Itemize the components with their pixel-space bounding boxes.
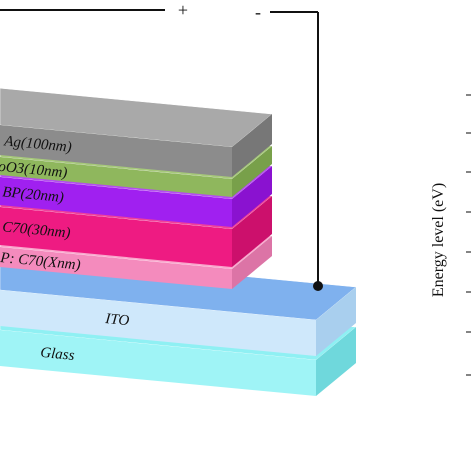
axis-ticks	[466, 94, 471, 376]
layer-side	[232, 114, 272, 178]
axis-label: Energy level (eV)	[430, 183, 447, 297]
positive-terminal: +	[178, 0, 188, 20]
contact-dot	[313, 281, 323, 291]
layer-side	[316, 287, 356, 357]
layer-front	[0, 207, 232, 268]
layer-label: Glass	[40, 345, 76, 364]
layer-label: oO3(10nm)	[0, 159, 68, 181]
layer-side	[316, 327, 356, 397]
layer-side	[232, 236, 272, 290]
layer-front	[0, 247, 232, 290]
layer-label: Ag(100nm)	[3, 133, 73, 155]
layer-front	[0, 125, 232, 178]
layer-side	[232, 196, 272, 268]
layer-label: P: C70(Xnm)	[0, 250, 81, 274]
layer-label: ITO	[104, 311, 130, 329]
layer-side	[232, 166, 272, 228]
layer-label: BP(20nm)	[2, 184, 65, 206]
layer-label: C70(30nm)	[2, 219, 72, 241]
layer-front	[0, 330, 316, 397]
layer-side	[232, 146, 272, 198]
layer-front	[0, 290, 316, 357]
negative-terminal: -	[255, 2, 261, 22]
layer-stack	[0, 87, 357, 397]
layer-labels: Ag(100nm) oO3(10nm) BP(20nm) C70(30nm) P: C7…	[0, 133, 130, 364]
layer-front	[0, 157, 232, 198]
layer-front	[0, 177, 232, 228]
